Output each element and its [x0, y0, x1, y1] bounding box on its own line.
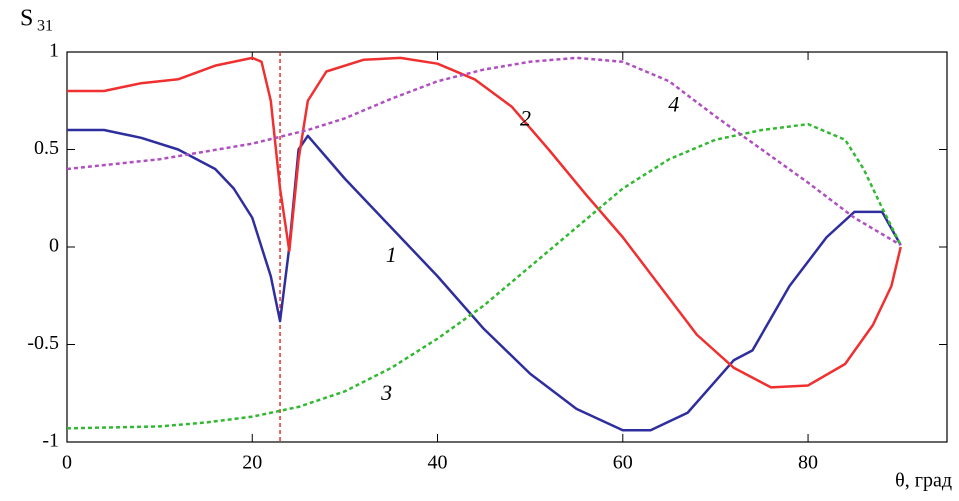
curve-label: 3 — [380, 380, 392, 405]
y-axis-label-sub: 31 — [37, 18, 53, 35]
curve-label: 4 — [668, 92, 679, 117]
x-tick-label: 20 — [242, 452, 262, 474]
y-tick-label: 0.5 — [34, 137, 59, 159]
y-tick-label: 1 — [49, 40, 59, 62]
y-tick-label: -0.5 — [27, 332, 59, 354]
x-tick-label: 0 — [62, 452, 72, 474]
y-axis-label: S — [20, 6, 33, 32]
series-line — [67, 128, 902, 432]
curve-label: 1 — [386, 242, 397, 267]
series-line — [66, 122, 902, 430]
y-tick-label: 0 — [49, 235, 59, 257]
series-line — [67, 56, 902, 389]
x-tick-label: 80 — [798, 452, 818, 474]
series-line — [66, 56, 902, 247]
x-tick-label: 60 — [613, 452, 633, 474]
x-tick-label: 40 — [428, 452, 448, 474]
curve-label: 2 — [520, 105, 531, 130]
plot-frame — [66, 51, 948, 443]
y-tick-label: -1 — [42, 430, 59, 452]
x-axis-label: θ, град — [895, 470, 952, 492]
